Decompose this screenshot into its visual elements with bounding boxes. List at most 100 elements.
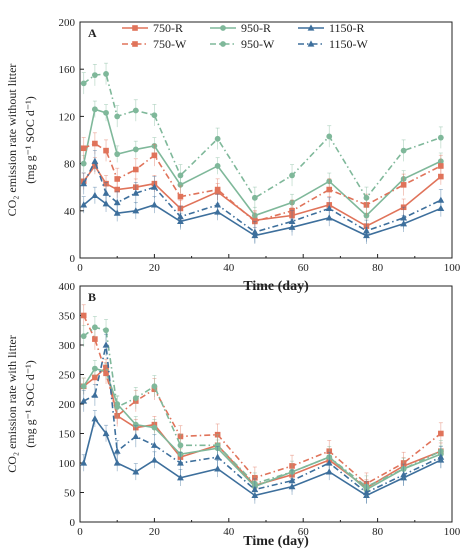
panel-b-y-tick-label: 250: [59, 370, 76, 382]
panel-b-series-1150-r-point: [151, 456, 158, 463]
panel-b-series-750-w-point: [438, 430, 444, 437]
panel-a-x-tick-label: 80: [372, 262, 384, 274]
panel-a-series-950-r-point: [114, 151, 121, 158]
panel-b-series-950-r-point: [80, 383, 87, 390]
panel-b-series-1150-r-point: [132, 468, 140, 475]
panel-b-series-750-w-point: [80, 312, 87, 319]
panel-a-series-950-r-point: [103, 109, 109, 116]
panel-b-series-950-w-point: [103, 327, 109, 334]
panel-a-series-750-w-point: [80, 145, 87, 152]
panel-a-series-750-w-point: [214, 186, 221, 193]
panel-b-series-950-r-point: [132, 421, 139, 428]
panel-b-series-950-r-line: [83, 367, 442, 491]
panel-b-y-tick-label: 200: [59, 399, 76, 411]
panel-a-series-950-w-point: [251, 194, 258, 201]
panel-a-label: A: [88, 26, 97, 40]
panel-a-series-1150-w-point: [113, 198, 121, 206]
legend-item-950-r: 950-R: [210, 21, 271, 35]
legend-item-750-r-marker: [132, 25, 138, 31]
panel-b-series-750-w-point: [92, 336, 98, 342]
panel-b-series-1150-w-point: [214, 453, 222, 460]
legend-item-950-r-marker: [220, 25, 226, 31]
panel-b-y-tick-label: 0: [70, 517, 76, 529]
panel-b-series-1150-r-point: [177, 474, 184, 481]
panel-a-series-1150-w-line: [83, 159, 442, 233]
panel-a-series-1150-w-point: [325, 204, 333, 212]
panel-a-series-950-r-point: [80, 160, 87, 167]
panel-a-x-tick-label: 20: [149, 262, 161, 274]
legend-item-750-w-label: 750-W: [153, 37, 187, 51]
panel-b-y-tick-label: 400: [59, 281, 76, 293]
panel-a-y-tick-label: 120: [59, 111, 76, 123]
panel-b-series-1150-w-point: [177, 459, 184, 466]
panel-b-series-750-w-line: [82, 315, 442, 485]
panel-b-series-950-w-point: [132, 395, 139, 401]
panel-b-series-950-r-point: [151, 424, 158, 431]
legend-item-1150-r-marker: [307, 24, 315, 31]
panel-a-series-950-w-point: [151, 112, 158, 119]
panel-b-y-tick-label: 350: [59, 311, 76, 323]
panel-b-series-1150-w-point: [113, 447, 121, 454]
legend: 750-R 950-R 1150-R 750-W 950-W 1150-W: [122, 21, 369, 51]
panel-a-series-1150-w-point: [437, 196, 445, 203]
panel-b-y-tick-label: 300: [59, 340, 76, 352]
panel-a-series-1150-w-point: [91, 157, 99, 164]
panel-a-series-950-r-line: [82, 108, 442, 217]
panel-b-series-950-w-line: [83, 326, 442, 488]
panel-b-y-axis-unit: (mg g⁻¹ SOC d⁻¹): [23, 360, 37, 448]
panel-a-axes-frame: [79, 21, 453, 259]
panel-b-series-1150-w: [80, 333, 445, 504]
panel-b-x-tick-label: 80: [372, 526, 384, 538]
panel-a-y-axis-title: CO₂ emission rate without litter: [5, 64, 19, 217]
panel-b: 0 20 40 60 80 100 0 50 100 150 200 250 300 350 400 Time…: [5, 281, 461, 549]
legend-item-950-r-label: 950-R: [241, 21, 271, 35]
panel-a-series-750-w-point: [92, 140, 98, 147]
panel-b-series-1150-w-point: [437, 453, 445, 460]
panel-a-series-750-w-point: [133, 166, 139, 173]
panel-b-series-1150-w-point: [151, 441, 158, 448]
panel-a-series-1150-r-point: [80, 201, 88, 208]
panel-a-series-950-w-point: [132, 107, 139, 114]
legend-item-1150-r: 1150-R: [298, 21, 365, 35]
panel-a-series-1150-w-point: [363, 227, 370, 234]
panel-b-series-950-w-point: [114, 404, 121, 410]
panel-b-series-950-r-point: [91, 365, 98, 372]
panel-b-x-tick-label: 20: [149, 526, 161, 538]
panel-b-series-1150-r-point: [91, 415, 99, 422]
panel-a-series-1150-w-point: [132, 189, 140, 196]
panel-b-x-tick-label: 60: [298, 526, 310, 538]
legend-item-1150-w-marker: [307, 40, 315, 47]
panel-a-x-tick-label: 40: [223, 262, 235, 274]
panel-a-series-1150-r-point: [151, 201, 158, 208]
panel-b-series-1150-r-line: [82, 416, 442, 497]
legend-item-1150-w-label: 1150-W: [329, 37, 369, 51]
panel-a-series-1150-w-point: [251, 228, 259, 235]
panel-a-series-750-w-point: [326, 186, 333, 193]
panel-a-series-950-w-point: [437, 134, 444, 141]
panel-b-series-1150-w-line: [83, 344, 442, 494]
legend-item-750-w-marker: [132, 41, 138, 47]
panel-a-y-tick-label: 200: [59, 17, 76, 29]
panel-a-series-1150-w-point: [80, 180, 88, 187]
panel-a-series-950-w-point: [289, 172, 295, 179]
panel-b-series-1150-w-point: [132, 432, 140, 440]
panel-b-series-1150-w-point: [363, 488, 370, 496]
panel-a-series-950-w-point: [214, 135, 221, 142]
panel-a-series-950-w-point: [400, 147, 407, 154]
panel-b-series-750-r-point: [92, 374, 98, 381]
panel-b-x-tick-label: 0: [77, 526, 83, 538]
panel-b-y-axis-title: CO₂ emission rate with litter: [5, 335, 19, 473]
panel-a-series-750-w-point: [438, 163, 444, 169]
legend-item-1150-r-label: 1150-R: [329, 21, 365, 35]
panel-a-y-tick-label: 160: [59, 64, 76, 76]
panel-a-y-tick-label: 80: [64, 159, 76, 171]
panel-b-series-950-w-point: [177, 442, 184, 449]
panel-b-series-750-r: [80, 358, 444, 497]
panel-b-y-tick-label: 150: [59, 429, 76, 441]
panel-a-series-950-w: [80, 62, 444, 209]
panel-a-series-1150-w-point: [400, 214, 408, 221]
legend-item-1150-w: 1150-W: [298, 37, 369, 51]
panel-a-series-950-w-point: [363, 194, 370, 201]
